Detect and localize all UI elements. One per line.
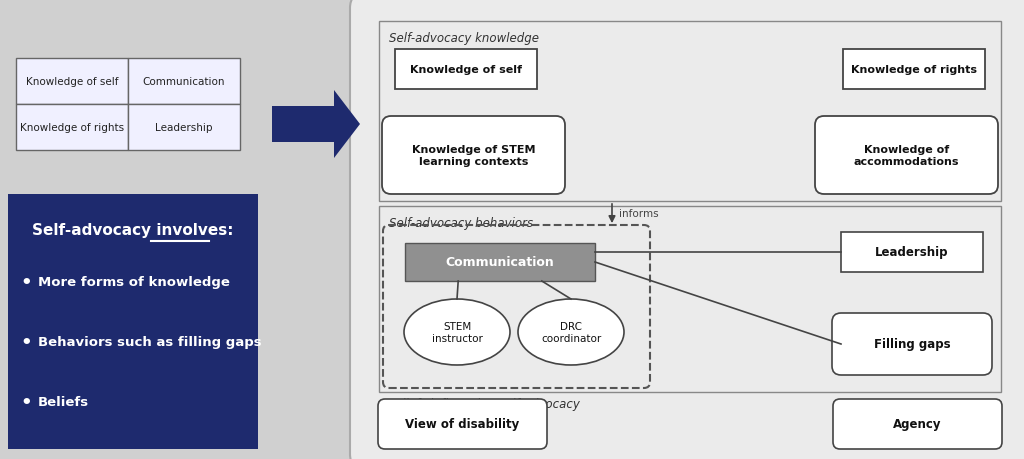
Text: Leadership: Leadership [876,246,949,259]
FancyBboxPatch shape [395,50,537,90]
Text: More forms of knowledge: More forms of knowledge [38,276,229,289]
Text: •: • [20,393,32,411]
Text: Knowledge of STEM
learning contexts: Knowledge of STEM learning contexts [412,145,536,167]
Text: DRC
coordinator: DRC coordinator [541,321,601,343]
Ellipse shape [518,299,624,365]
Text: Knowledge of rights: Knowledge of rights [19,123,124,133]
FancyBboxPatch shape [833,399,1002,449]
FancyBboxPatch shape [350,0,1024,459]
Text: Knowledge of rights: Knowledge of rights [851,65,977,75]
Polygon shape [272,91,360,159]
Text: Leadership: Leadership [156,123,213,133]
FancyBboxPatch shape [841,233,983,272]
Text: Agency: Agency [893,418,942,431]
Text: Filling gaps: Filling gaps [873,338,950,351]
Text: informs: informs [618,209,658,219]
Text: Beliefs: Beliefs [38,396,89,409]
Text: STEM
instructor: STEM instructor [431,321,482,343]
FancyBboxPatch shape [16,59,128,105]
FancyBboxPatch shape [8,195,258,449]
Text: Self-advocacy behaviors: Self-advocacy behaviors [389,217,534,230]
Text: Knowledge of
accommodations: Knowledge of accommodations [854,145,959,167]
FancyBboxPatch shape [406,243,595,281]
FancyBboxPatch shape [128,105,240,151]
Text: Beliefs influencing self-advocacy: Beliefs influencing self-advocacy [387,397,580,411]
FancyBboxPatch shape [16,105,128,151]
FancyBboxPatch shape [378,399,547,449]
Text: View of disability: View of disability [406,418,519,431]
Text: Behaviors such as filling gaps: Behaviors such as filling gaps [38,336,261,349]
FancyBboxPatch shape [815,117,998,195]
FancyBboxPatch shape [128,59,240,105]
Text: Knowledge of self: Knowledge of self [26,77,118,87]
FancyBboxPatch shape [831,313,992,375]
Text: Communication: Communication [445,256,554,269]
Text: •: • [20,333,32,351]
Text: Self-advocacy knowledge: Self-advocacy knowledge [389,33,539,45]
Text: Knowledge of self: Knowledge of self [410,65,522,75]
Text: Communication: Communication [142,77,225,87]
FancyBboxPatch shape [843,50,985,90]
FancyBboxPatch shape [379,207,1001,392]
Text: •: • [20,274,32,291]
FancyBboxPatch shape [379,22,1001,202]
FancyBboxPatch shape [382,117,565,195]
Text: Self-advocacy involves:: Self-advocacy involves: [32,223,233,238]
Ellipse shape [404,299,510,365]
